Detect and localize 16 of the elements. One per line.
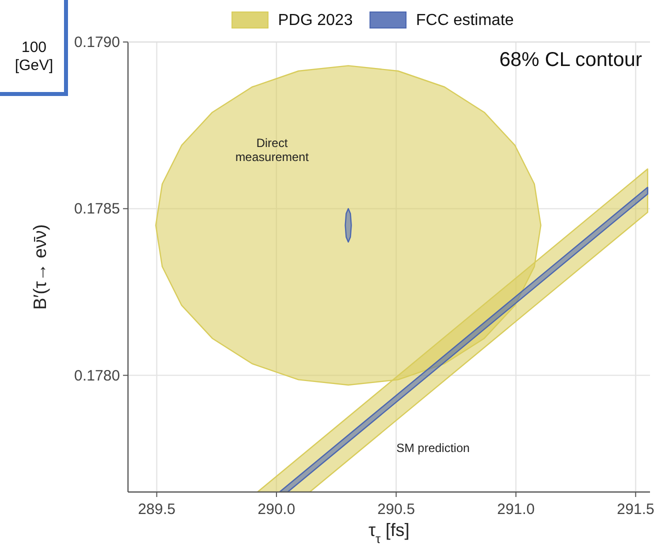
- x-tick-label: 289.5: [138, 501, 176, 518]
- legend-label: PDG 2023: [278, 12, 353, 29]
- x-axis-title: τ$_{τ}$ [fs]: [368, 520, 410, 544]
- x-tick-label: 290.5: [377, 501, 415, 518]
- x-tick-label: 290.0: [258, 501, 296, 518]
- annotation: Direct measurement: [235, 136, 310, 164]
- x-tick-label: 291.5: [616, 501, 654, 518]
- y-axis-title: B′(τ→ eν̄ν): [30, 224, 50, 310]
- text: 100 [GeV]: [14, 39, 54, 74]
- x-tick-label: 291.0: [497, 501, 535, 518]
- y-tick-label: 0.1785: [74, 200, 120, 218]
- annotation: SM prediction: [396, 441, 470, 455]
- y-tick-label: 0.1790: [74, 34, 120, 51]
- annotation: 68% CL contour: [499, 49, 642, 71]
- legend-label: FCC estimate: [416, 12, 514, 29]
- y-tick-label: 0.1780: [74, 367, 120, 384]
